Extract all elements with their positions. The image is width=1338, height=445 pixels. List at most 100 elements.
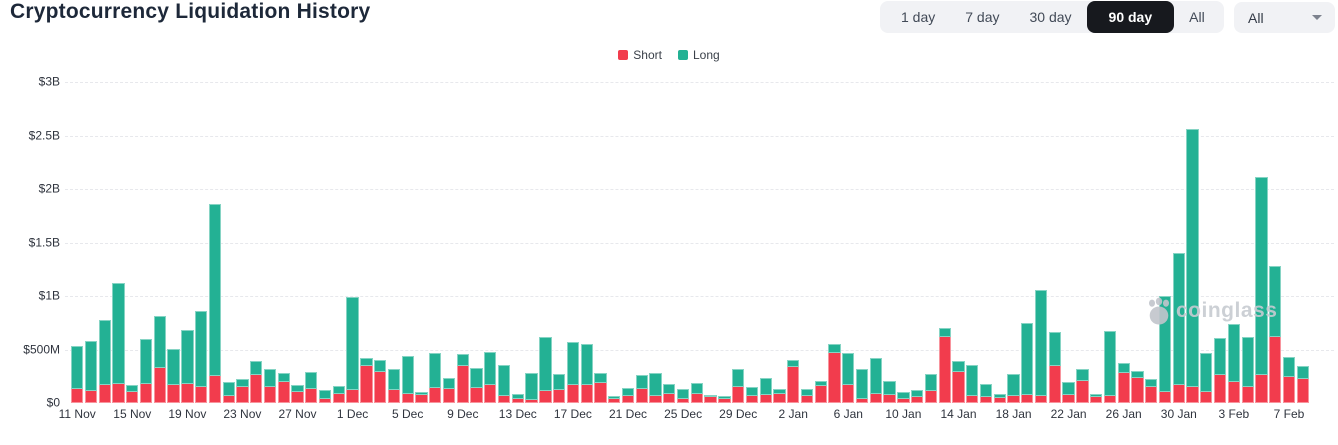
bar-24-dec[interactable] [663,384,676,403]
bar-14-nov[interactable] [112,283,125,403]
bar-27-jan[interactable] [1131,371,1144,403]
bar-16-nov[interactable] [139,339,153,403]
bar-26-dec[interactable] [690,383,703,403]
bar-14-dec[interactable] [525,373,538,403]
bar-23-jan[interactable] [1076,369,1089,403]
bar-15-nov[interactable] [126,385,139,403]
bar-21-jan[interactable] [1048,332,1062,403]
bar-26-nov[interactable] [277,373,290,403]
bar-1-jan[interactable] [773,389,786,403]
bar-6-dec[interactable] [415,392,428,403]
bar-11-dec[interactable] [484,352,497,403]
bar-18-dec[interactable] [580,344,593,403]
bar-23-nov[interactable] [236,379,249,403]
range-button-1-day[interactable]: 1 day [886,1,950,33]
coin-filter-dropdown[interactable]: All [1234,2,1335,33]
bar-18-nov[interactable] [167,349,180,403]
bar-10-jan[interactable] [897,392,910,403]
bar-9-dec[interactable] [456,354,469,403]
bar-3-jan[interactable] [800,389,814,403]
bar-14-jan[interactable] [952,361,965,403]
bar-3-dec[interactable] [373,360,387,403]
bar-19-dec[interactable] [594,373,607,403]
bar-5-dec[interactable] [401,356,414,403]
bar-5-feb[interactable] [1255,177,1268,403]
bar-29-jan[interactable] [1158,296,1172,403]
bar-31-jan[interactable] [1186,129,1199,403]
bar-25-jan[interactable] [1103,331,1117,403]
bar-15-dec[interactable] [539,337,552,403]
bar-20-nov[interactable] [194,311,208,403]
bar-26-jan[interactable] [1117,363,1130,403]
bar-30-dec[interactable] [745,387,759,403]
bar-17-nov[interactable] [153,316,166,403]
bar-12-jan[interactable] [924,374,938,403]
range-button-90-day[interactable]: 90 day [1086,1,1175,33]
bar-21-dec[interactable] [621,388,635,403]
bar-28-nov[interactable] [305,372,318,403]
range-button-7-day[interactable]: 7 day [950,1,1014,33]
bar-4-jan[interactable] [814,381,827,403]
bar-4-dec[interactable] [387,369,401,403]
bar-4-feb[interactable] [1241,337,1254,403]
bar-11-jan[interactable] [911,390,924,403]
bar-25-dec[interactable] [676,389,690,403]
bar-7-feb[interactable] [1282,357,1296,403]
bar-30-nov[interactable] [332,386,345,403]
bar-13-nov[interactable] [98,320,111,403]
bar-22-jan[interactable] [1062,382,1075,403]
bar-24-nov[interactable] [250,361,263,403]
bar-13-dec[interactable] [511,394,524,403]
bar-8-dec[interactable] [442,378,456,403]
bar-12-nov[interactable] [84,341,98,403]
bar-1-feb[interactable] [1200,353,1213,403]
bar-5-jan[interactable] [828,344,841,403]
bar-6-feb[interactable] [1269,266,1282,403]
bar-20-jan[interactable] [1034,290,1048,403]
bar-18-jan[interactable] [1007,374,1020,403]
short-segment [263,387,277,403]
bar-2-feb[interactable] [1213,338,1227,403]
bar-8-feb[interactable] [1296,366,1309,403]
bar-17-jan[interactable] [993,394,1006,403]
range-button-30-day[interactable]: 30 day [1015,1,1087,33]
x-axis-label: 14 Jan [940,407,977,421]
bar-23-dec[interactable] [649,373,662,403]
bar-3-feb[interactable] [1227,324,1241,403]
bar-22-nov[interactable] [222,382,235,403]
bar-12-dec[interactable] [497,365,511,403]
bar-16-dec[interactable] [553,374,566,403]
bar-21-nov[interactable] [208,204,222,403]
bar-16-jan[interactable] [979,384,993,403]
bar-7-dec[interactable] [429,353,442,403]
bar-2-dec[interactable] [360,358,373,403]
bar-7-jan[interactable] [855,369,869,403]
legend-item-short[interactable]: Short [618,48,662,62]
bar-1-dec[interactable] [346,297,359,403]
bar-9-jan[interactable] [883,381,896,403]
bar-27-nov[interactable] [291,385,304,403]
bar-19-nov[interactable] [181,330,194,403]
bar-24-jan[interactable] [1090,394,1103,403]
bar-17-dec[interactable] [566,342,580,403]
bar-25-nov[interactable] [263,369,277,403]
bar-2-jan[interactable] [787,360,800,403]
bar-31-dec[interactable] [759,378,772,403]
bar-6-jan[interactable] [842,353,855,403]
bar-29-dec[interactable] [732,369,745,403]
bar-30-jan[interactable] [1172,253,1185,403]
bar-15-jan[interactable] [966,365,979,403]
bar-11-nov[interactable] [71,346,84,403]
range-button-all[interactable]: All [1174,1,1220,33]
bar-20-dec[interactable] [608,396,621,403]
bar-13-jan[interactable] [938,328,951,403]
bar-19-jan[interactable] [1021,323,1034,403]
bar-8-jan[interactable] [869,358,883,403]
bar-29-nov[interactable] [318,390,332,403]
bar-27-dec[interactable] [704,395,717,403]
legend-item-long[interactable]: Long [677,48,720,62]
bar-28-dec[interactable] [718,396,731,403]
bar-22-dec[interactable] [635,375,648,403]
bar-10-dec[interactable] [470,368,483,403]
bar-28-jan[interactable] [1145,379,1158,403]
